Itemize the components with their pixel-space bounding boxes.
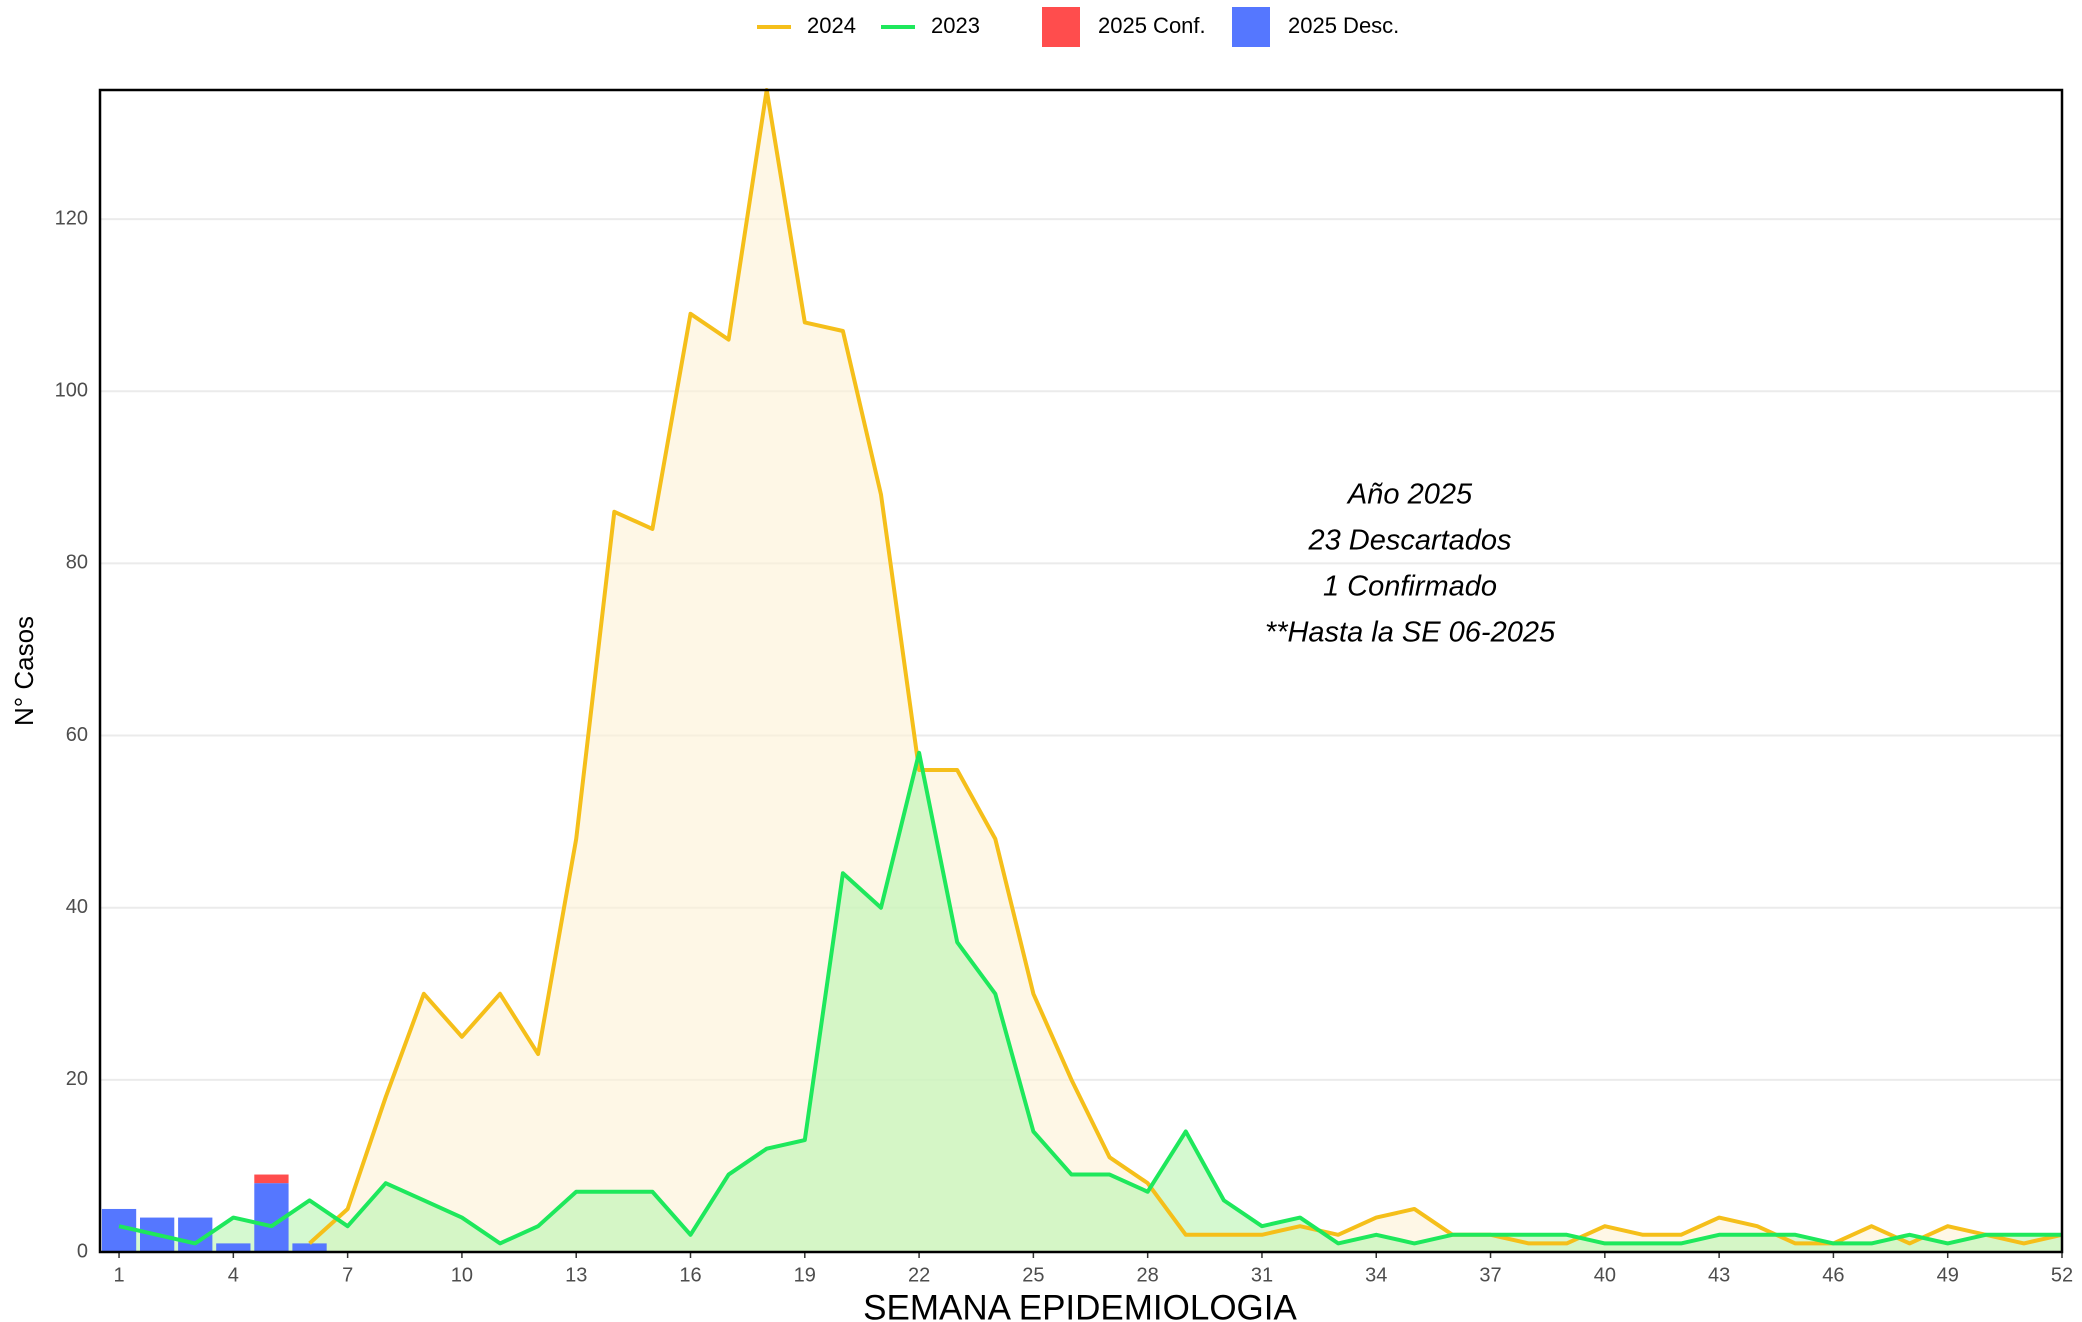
x-tick-label: 10 — [451, 1264, 473, 1286]
bar — [216, 1243, 250, 1252]
x-tick-label: 25 — [1022, 1264, 1044, 1286]
annotation: **Hasta la SE 06-2025 — [1265, 617, 1556, 649]
y-tick-label: 0 — [77, 1240, 88, 1262]
annotation: 23 Descartados — [1307, 525, 1511, 557]
x-tick-label: 43 — [1708, 1264, 1730, 1286]
y-axis-label: N° Casos — [9, 616, 39, 726]
x-tick-label: 34 — [1365, 1264, 1387, 1286]
legend-label: 2024 — [807, 13, 856, 38]
area — [310, 90, 2062, 1252]
x-tick-label: 49 — [1937, 1264, 1959, 1286]
y-tick-label: 120 — [55, 207, 88, 229]
x-tick-label: 19 — [794, 1264, 816, 1286]
y-tick-label: 40 — [66, 896, 88, 918]
y-tick-label: 80 — [66, 552, 88, 574]
page: {"chart_data": {"type": "line", "x_label… — [0, 0, 2082, 1322]
bar — [292, 1243, 326, 1252]
legend-label: 2025 Conf. — [1098, 13, 1206, 38]
x-tick-label: 13 — [565, 1264, 587, 1286]
x-tick-label: 16 — [679, 1264, 701, 1286]
x-tick-label: 7 — [342, 1264, 353, 1286]
bar — [254, 1175, 288, 1184]
x-tick-label: 31 — [1251, 1264, 1273, 1286]
y-tick-label: 60 — [66, 724, 88, 746]
x-tick-label: 22 — [908, 1264, 930, 1286]
y-tick-label: 20 — [66, 1068, 88, 1090]
x-tick-label: 40 — [1594, 1264, 1616, 1286]
y-tick-label: 100 — [55, 380, 88, 402]
legend-label: 2023 — [931, 13, 980, 38]
x-tick-label: 46 — [1822, 1264, 1844, 1286]
x-tick-label: 52 — [2051, 1264, 2073, 1286]
x-tick-label: 37 — [1479, 1264, 1501, 1286]
legend-label: 2025 Desc. — [1288, 13, 1399, 38]
annotation: 1 Confirmado — [1323, 571, 1497, 603]
x-tick-label: 4 — [228, 1264, 239, 1286]
legend-swatch — [1232, 7, 1270, 47]
x-tick-label: 28 — [1137, 1264, 1159, 1286]
legend-swatch — [1042, 7, 1080, 47]
annotation: Año 2025 — [1346, 479, 1473, 511]
chart: SEMANA EPIDEMIOLOGIA N° Casos 0 20 40 60 80 1… — [0, 0, 2082, 1322]
x-tick-label: 1 — [113, 1264, 124, 1286]
x-axis-label: SEMANA EPIDEMIOLOGIA — [863, 1288, 1297, 1322]
